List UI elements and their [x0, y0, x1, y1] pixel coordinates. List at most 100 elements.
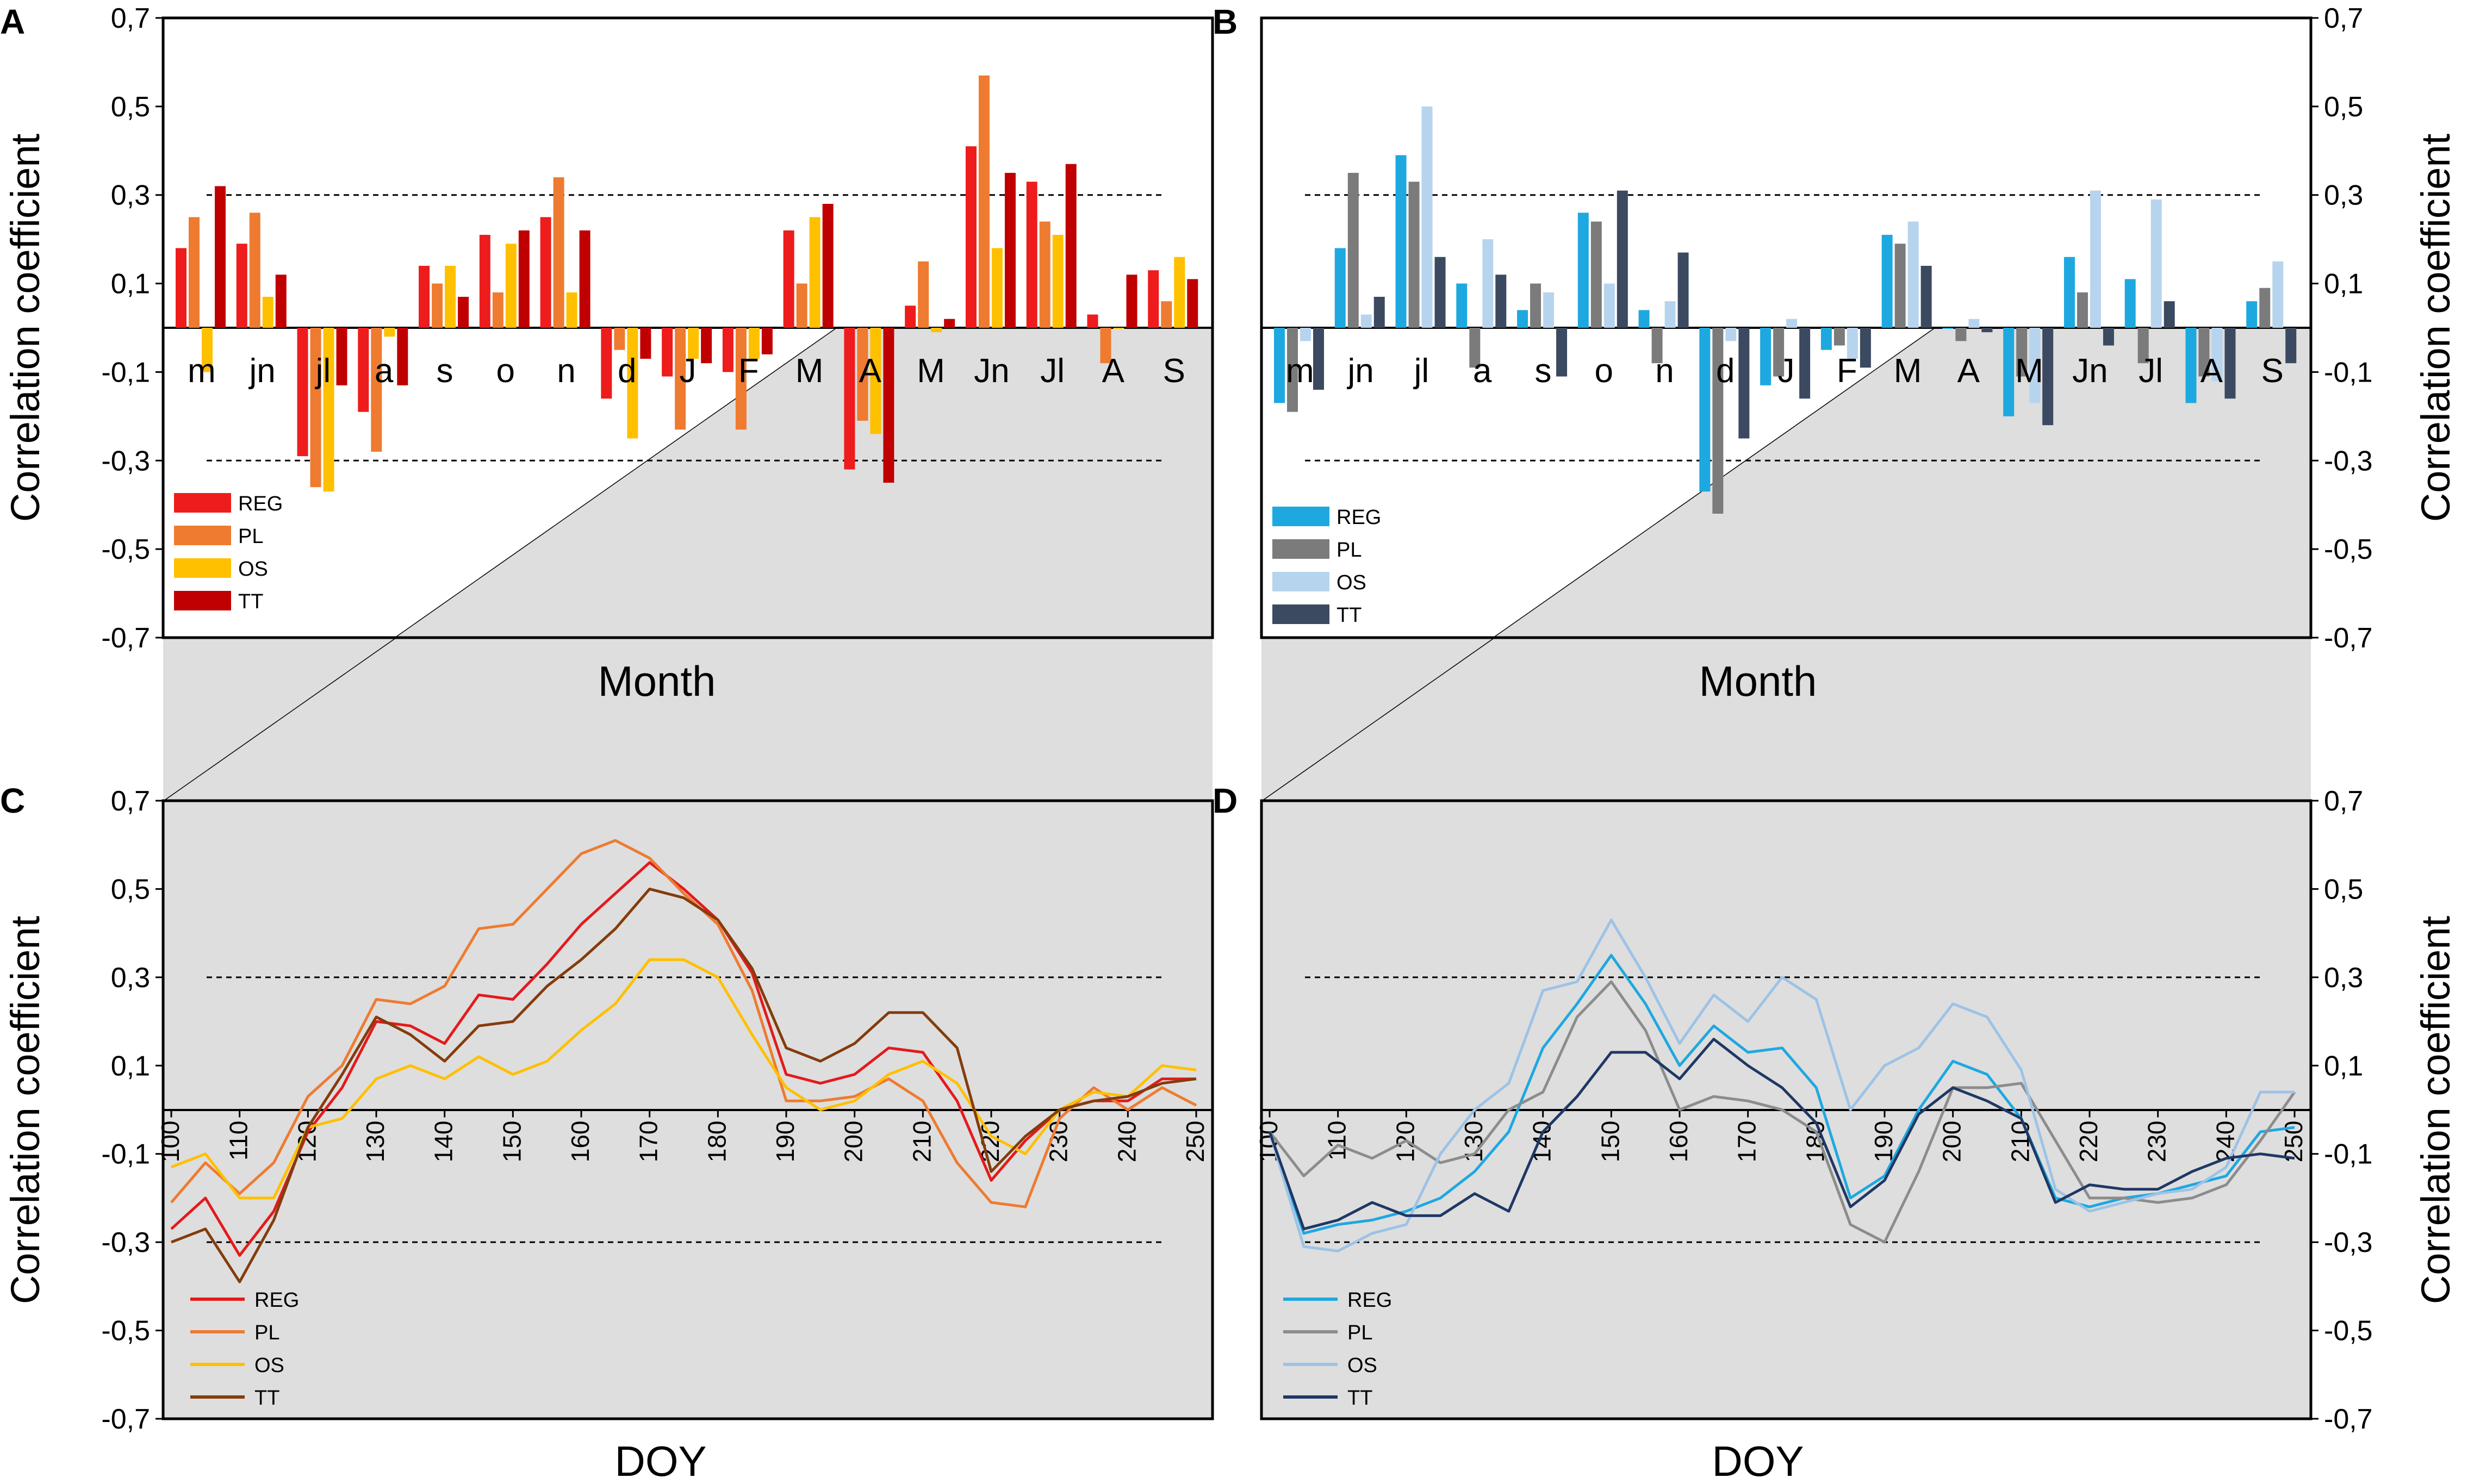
panel-d-x-tick-label: 220	[2074, 1121, 2103, 1163]
panel-b-category-label: jn	[1347, 352, 1374, 390]
panel-d-line-pl	[1269, 980, 2296, 1244]
panel-a-bar-os	[262, 297, 273, 328]
panel-a-legend-label: REG	[238, 492, 283, 515]
panel-a-category-label: d	[618, 352, 636, 390]
panel-c-x-tick-label: 200	[840, 1121, 868, 1163]
panel-d-legend: REG PL OS TT	[1283, 1289, 1392, 1410]
panel-d-y-tick-label: -0,3	[2324, 1227, 2373, 1258]
panel-a-category-label: m	[188, 352, 216, 390]
panel-b-category-label: Jn	[2072, 352, 2108, 390]
panel-c-legend-label: REG	[254, 1289, 299, 1312]
panel-b-bar-pl	[1712, 328, 1724, 514]
panel-a-bar-os	[1052, 235, 1064, 328]
panel-a-bar-os	[202, 328, 213, 372]
panel-a-categories: m jn jl a s o n d J F M A M Jn Jl A S	[188, 352, 1185, 390]
panel-a-bar-tt	[761, 328, 773, 354]
panel-c-x-tick-label: 140	[430, 1121, 458, 1163]
panel-b-category-label: o	[1594, 352, 1613, 390]
panel-a-category-label: a	[375, 352, 394, 390]
panel-a-bar-pl	[796, 283, 807, 328]
panel-c-line-pl	[170, 839, 1197, 1208]
panel-a-bar-os	[748, 328, 760, 359]
panel-a-bar-tt	[397, 328, 408, 385]
panel-b-legend-swatch-os	[1272, 572, 1329, 591]
panel-b-category-label: jl	[1413, 352, 1429, 390]
panel-b-legend-swatch-reg	[1272, 507, 1329, 526]
panel-b-bar-tt	[1556, 328, 1568, 377]
panel-a-category-label: A	[1102, 352, 1125, 390]
panel-d-x-tick-label: 200	[1938, 1121, 1966, 1163]
panel-b-bar-tt	[1313, 328, 1324, 390]
panel-b-bar-os	[2211, 328, 2223, 381]
panel-b-bar-os	[2150, 199, 2162, 328]
panel-b-bar-os	[1664, 301, 1676, 328]
panel-a-bar-tt	[518, 230, 530, 328]
panel-c-x-tick-label: 230	[1045, 1121, 1073, 1163]
panel-d-x-tick-label: 150	[1596, 1121, 1624, 1163]
panel-b-ylabel: Correlation coefficient	[2413, 133, 2458, 522]
panel-b-bar-pl	[1833, 328, 1845, 346]
panel-c-x-tick-label: 160	[566, 1121, 594, 1163]
panel-b-legend-swatch-tt	[1272, 604, 1329, 624]
panel-a-bar-reg	[236, 244, 247, 328]
panel-b-bar-pl	[2016, 328, 2028, 377]
panel-c-x-tick-label: 100	[156, 1121, 184, 1163]
panel-b-bar-os	[1543, 292, 1555, 328]
panel-b-bar-reg	[2063, 257, 2075, 328]
panel-d-legend-label: TT	[1347, 1387, 1372, 1410]
panel-a-category-label: o	[496, 352, 514, 390]
panel-b-bar-os	[1847, 328, 1858, 359]
panel-a-bar-tt	[458, 297, 469, 328]
panel-a-bar-reg	[1148, 270, 1159, 328]
panel-b-bar-pl	[1590, 221, 1602, 328]
panel-a-bar-pl	[1039, 221, 1050, 328]
panel-d-ylabel: Correlation coefficient	[2413, 915, 2458, 1304]
panel-b-legend-label: OS	[1337, 571, 1366, 594]
panel-b-bar-pl	[1773, 328, 1785, 377]
panel-c-y-ticks: 0,7 0,5 0,3 0,1 -0,1 -0,3 -0,5 -0,7	[101, 785, 163, 1435]
panel-a-bar-pl	[189, 217, 200, 328]
panel-a-bar-tt	[275, 275, 287, 328]
panel-a-legend-swatch-tt	[174, 591, 231, 610]
panel-a-bar-os	[809, 217, 820, 328]
panel-a-y-tick-label: 0,1	[111, 269, 150, 300]
panel-c-y-tick-label: 0,1	[111, 1050, 150, 1082]
panel-d-line-os	[1268, 918, 2295, 1252]
panel-a-bar-tt	[1065, 164, 1077, 328]
panel-b-bar-tt	[2164, 301, 2175, 328]
panel-d-thresholds	[1305, 976, 2262, 1243]
panel-a-bar-tt	[1126, 275, 1137, 328]
panel-d-y-ticks: 0,7 0,5 0,3 0,1 -0,1 -0,3 -0,5 -0,7	[2311, 785, 2373, 1435]
panel-b-bar-tt	[1495, 275, 1507, 328]
panel-c-x-tick-label: 150	[498, 1121, 526, 1163]
panel-b-bar-tt	[2103, 328, 2114, 346]
panel-a-category-label: M	[795, 352, 824, 390]
panel-a-y-tick-label: -0,1	[101, 357, 150, 388]
panel-b-zoom-shade	[1261, 328, 2311, 801]
panel-a-category-label: jn	[248, 352, 276, 390]
panel-a-bar-os	[566, 292, 577, 328]
panel-c-line-os	[171, 958, 1197, 1200]
panel-b-bar-tt	[1434, 257, 1446, 328]
panel-b-bar-reg	[1881, 235, 1893, 328]
panel-a-bar-pl	[918, 261, 929, 328]
panel-b-bar-os	[1968, 319, 1980, 328]
panel-a-bars	[176, 75, 1198, 492]
panel-d-x-tick-label: 160	[1664, 1121, 1693, 1163]
panel-d-letter: D	[1213, 781, 1238, 820]
panel-c-x-tick-label: 170	[635, 1121, 663, 1163]
panel-c-line-tt	[171, 887, 1197, 1283]
panel-b-bar-pl	[1530, 283, 1541, 328]
panel-b-bar-tt	[1920, 266, 1932, 328]
panel-b-category-label: A	[1957, 352, 1980, 390]
panel-d-y-tick-label: 0,3	[2324, 962, 2363, 994]
panel-c-legend: REG PL OS TT	[190, 1289, 299, 1410]
panel-b-y-tick-label: -0,3	[2324, 445, 2373, 477]
panel-b-category-label: S	[2261, 352, 2283, 390]
panel-c-legend-label: TT	[254, 1387, 279, 1410]
panel-b-category-label: M	[2015, 352, 2043, 390]
panel-b-y-tick-label: 0,7	[2324, 3, 2363, 34]
panel-c-y-tick-label: -0,5	[101, 1315, 150, 1347]
panel-d-x-ticks: 100 110 120 130 140 150 160 170 180 190 200 210 220 2…	[1254, 1109, 2308, 1163]
panel-b-bar-os	[1360, 314, 1372, 328]
